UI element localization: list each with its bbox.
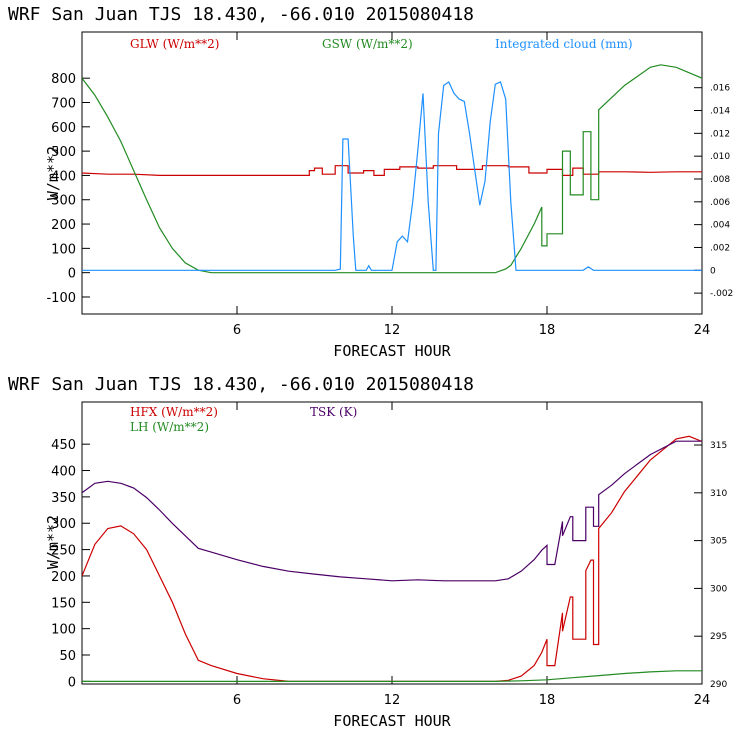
y2-tick-label: .012	[710, 129, 730, 139]
chart-title: WRF San Juan TJS 18.430, -66.010 2015080…	[8, 374, 474, 395]
y-tick-label: 300	[51, 194, 76, 209]
y2-tick-label: .002	[710, 243, 730, 253]
legend-entry: GSW (W/m**2)	[322, 37, 413, 51]
y2-tick-label: 295	[710, 632, 727, 642]
x-tick-label: 12	[384, 693, 401, 708]
x-tick-label: 24	[694, 693, 711, 708]
plot-frame	[81, 31, 703, 315]
y-tick-label: 500	[51, 145, 76, 160]
y-tick-label: 300	[51, 517, 76, 532]
legend-entry: HFX (W/m**2)	[130, 405, 218, 419]
y-tick-label: 800	[51, 72, 76, 87]
y-tick-label: 700	[51, 97, 76, 112]
y-tick-label: -100	[46, 291, 76, 306]
y-tick-label: 50	[59, 649, 76, 664]
y2-tick-label: .008	[710, 175, 730, 185]
y2-tick-label: 290	[710, 680, 727, 690]
x-tick-label: 6	[233, 693, 241, 708]
series-line-tsk	[82, 440, 702, 582]
y-tick-label: 350	[51, 491, 76, 506]
x-axis-label: FORECAST HOUR	[333, 712, 451, 730]
chart-title: WRF San Juan TJS 18.430, -66.010 2015080…	[8, 4, 474, 25]
y-tick-label: 450	[51, 438, 76, 453]
series-line-gsw	[82, 64, 702, 274]
top-chart-plot: 6 12 18 24 -100 0 100 200 300 400 500 600 700 800 -.00…	[44, 31, 733, 360]
x-tick-label: 6	[233, 323, 241, 338]
legend-entry: GLW (W/m**2)	[130, 37, 219, 51]
y2-tick-label: .010	[710, 152, 730, 162]
y-axis-label: W/m**2	[44, 146, 62, 200]
y-tick-label: 100	[51, 623, 76, 638]
y2-tick-label: 305	[710, 537, 727, 547]
series-line-integrated	[82, 81, 702, 271]
y-tick-label: 250	[51, 544, 76, 559]
series-line-lh	[82, 670, 702, 683]
x-tick-label: 18	[539, 693, 556, 708]
y2-tick-label: .006	[710, 198, 730, 208]
y-axis-label: W/m**2	[44, 515, 62, 569]
y2-tick-label: 0	[710, 266, 716, 276]
y2-tick-label: 315	[710, 441, 727, 451]
series-line-hfx	[82, 435, 702, 683]
y2-tick-label: .014	[710, 107, 730, 117]
x-tick-label: 12	[384, 323, 401, 338]
y-tick-label: 200	[51, 218, 76, 233]
series-line-glw	[82, 165, 702, 176]
x-tick-label: 18	[539, 323, 556, 338]
y2-tick-label: .016	[710, 84, 730, 94]
plot-frame	[81, 401, 703, 685]
x-tick-label: 24	[694, 323, 711, 338]
y-tick-label: 100	[51, 242, 76, 257]
y2-tick-label: 300	[710, 584, 727, 594]
bottom-chart-plot: 6 12 18 24 0 50 100 150 200 250 300 350 400 450 290 295…	[44, 401, 727, 730]
y-tick-label: 400	[51, 465, 76, 480]
legend-entry: TSK (K)	[310, 405, 357, 419]
y-tick-label: 0	[68, 267, 76, 282]
y-tick-label: 150	[51, 596, 76, 611]
y-tick-label: 0	[68, 675, 76, 690]
y-tick-label: 600	[51, 121, 76, 136]
x-axis-label: FORECAST HOUR	[333, 342, 451, 360]
legend-entry: LH (W/m**2)	[130, 420, 209, 434]
y2-tick-label: -.002	[710, 289, 733, 299]
y2-tick-label: 310	[710, 489, 727, 499]
legend-entry: Integrated cloud (mm)	[495, 37, 633, 51]
y-tick-label: 400	[51, 169, 76, 184]
y2-tick-label: .004	[710, 221, 730, 231]
y-tick-label: 200	[51, 570, 76, 585]
